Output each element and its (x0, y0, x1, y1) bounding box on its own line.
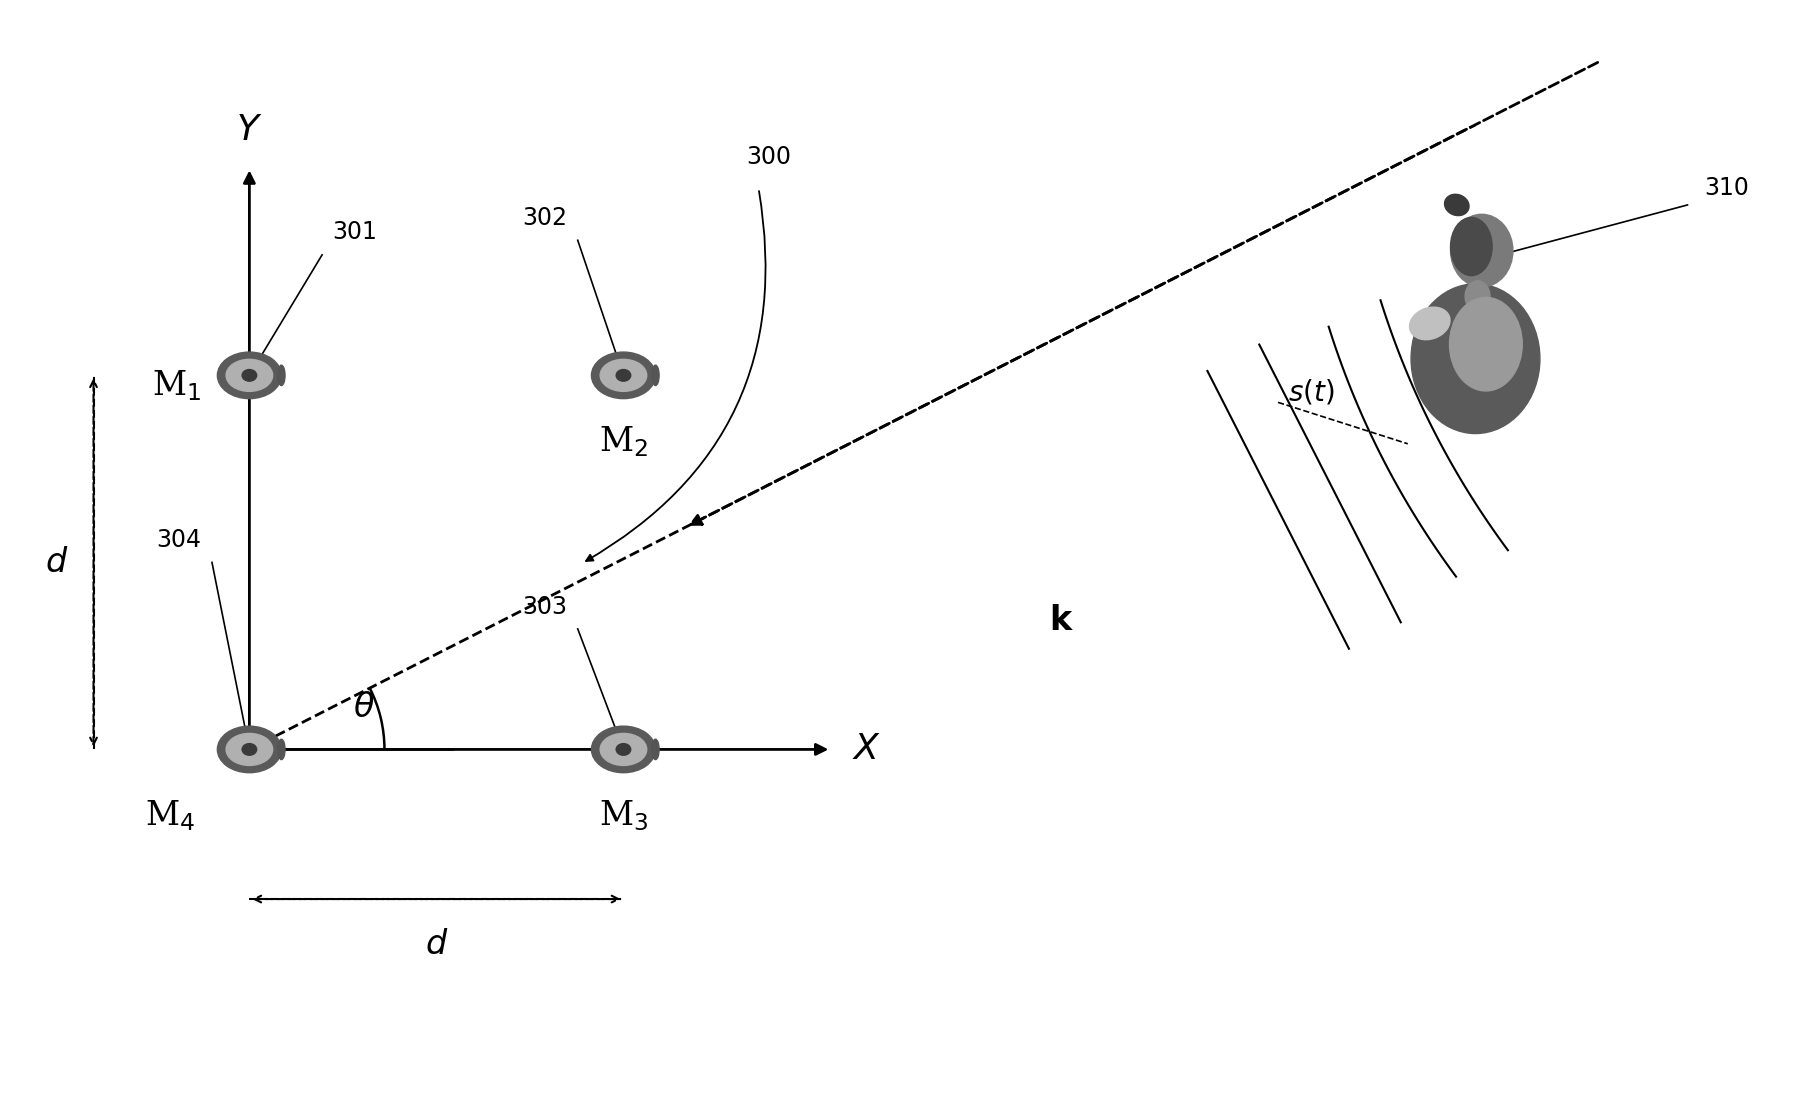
Ellipse shape (226, 360, 273, 391)
Ellipse shape (278, 365, 286, 385)
Text: $d$: $d$ (45, 545, 69, 578)
Ellipse shape (652, 740, 660, 760)
Text: 302: 302 (522, 205, 567, 230)
Text: M$_1$: M$_1$ (152, 369, 201, 403)
Ellipse shape (1464, 280, 1489, 312)
Text: $X$: $X$ (851, 732, 880, 766)
Ellipse shape (600, 733, 647, 765)
Text: $Y$: $Y$ (237, 113, 262, 147)
Ellipse shape (616, 744, 631, 755)
Ellipse shape (652, 365, 660, 385)
Text: 303: 303 (522, 594, 567, 618)
Text: M$_2$: M$_2$ (598, 425, 647, 459)
Text: $\mathbf{k}$: $\mathbf{k}$ (1048, 604, 1073, 637)
Ellipse shape (242, 370, 257, 381)
Ellipse shape (591, 726, 656, 773)
Ellipse shape (1449, 214, 1512, 287)
Text: 301: 301 (332, 221, 378, 244)
Text: $d$: $d$ (425, 928, 448, 962)
Text: $s(t)$: $s(t)$ (1288, 378, 1334, 406)
Text: $\theta$: $\theta$ (352, 691, 374, 724)
Text: 310: 310 (1704, 177, 1747, 200)
Ellipse shape (278, 740, 286, 760)
Text: M$_4$: M$_4$ (145, 798, 195, 834)
Ellipse shape (242, 744, 257, 755)
Ellipse shape (1449, 217, 1491, 276)
Text: M$_3$: M$_3$ (598, 798, 647, 834)
Text: 304: 304 (157, 528, 201, 552)
Ellipse shape (600, 360, 647, 391)
Ellipse shape (616, 370, 631, 381)
Ellipse shape (1449, 297, 1521, 391)
Ellipse shape (591, 352, 656, 399)
Ellipse shape (217, 352, 282, 399)
Ellipse shape (1444, 194, 1469, 215)
Text: 300: 300 (746, 145, 791, 169)
Ellipse shape (217, 726, 282, 773)
Ellipse shape (1409, 307, 1449, 340)
Ellipse shape (226, 733, 273, 765)
Ellipse shape (1409, 284, 1540, 434)
